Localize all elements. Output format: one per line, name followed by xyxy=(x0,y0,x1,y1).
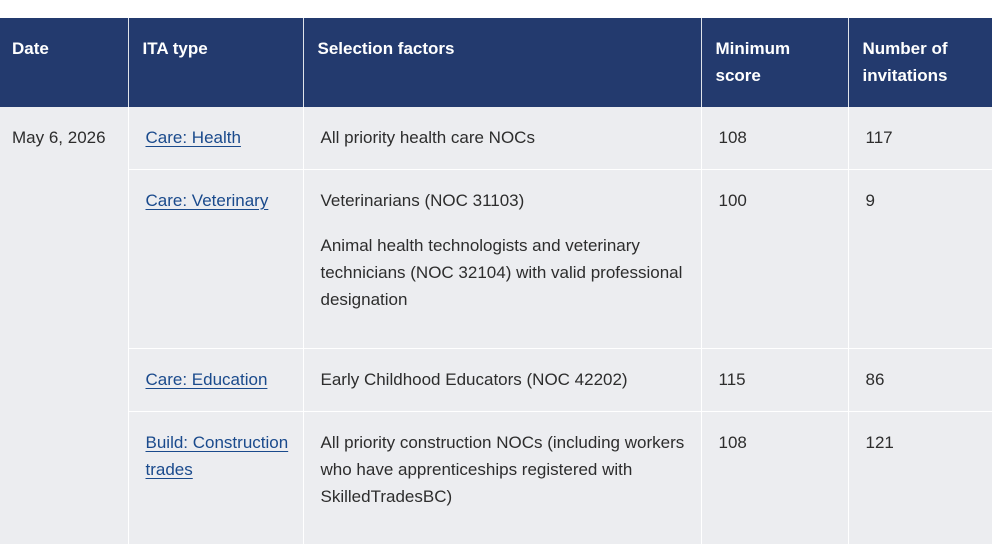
ita-type-cell: Care: Education xyxy=(128,348,304,412)
ita-type-cell: Build: Construction trades xyxy=(128,411,304,545)
selection-factors-cell: Veterinarians (NOC 31103) Animal health … xyxy=(303,169,702,349)
ita-type-cell: Care: Veterinary xyxy=(128,169,304,349)
header-ita-type: ITA type xyxy=(128,18,304,107)
invitations-cell: 121 xyxy=(848,411,992,545)
selection-factor: Animal health technologists and veterina… xyxy=(320,236,683,309)
invitations-cell: 117 xyxy=(848,107,992,170)
header-number-of-invitations: Number of invitations xyxy=(848,18,992,107)
table-body: May 6, 2026 Care: Health All priority he… xyxy=(0,107,992,545)
minimum-score-cell: 108 xyxy=(701,411,849,545)
ita-type-link-care-veterinary[interactable]: Care: Veterinary xyxy=(145,191,269,210)
table-row: Care: Education Early Childhood Educator… xyxy=(0,348,992,412)
ita-type-cell: Care: Health xyxy=(128,107,304,170)
header-selection-factors: Selection factors xyxy=(303,18,702,107)
ita-results-table: Date ITA type Selection factors Minimum … xyxy=(0,18,992,545)
ita-type-link-care-education[interactable]: Care: Education xyxy=(145,370,268,389)
selection-factor: Early Childhood Educators (NOC 42202) xyxy=(320,370,628,389)
table-row: Build: Construction trades All priority … xyxy=(0,411,992,545)
invitations-cell: 86 xyxy=(848,348,992,412)
selection-factors-cell: All priority construction NOCs (includin… xyxy=(303,411,702,545)
invitations-cell: 9 xyxy=(848,169,992,349)
minimum-score-cell: 100 xyxy=(701,169,849,349)
table-row: May 6, 2026 Care: Health All priority he… xyxy=(0,107,992,545)
header-row: Date ITA type Selection factors Minimum … xyxy=(0,18,992,107)
selection-factor: All priority health care NOCs xyxy=(320,128,535,147)
selection-factors-cell: All priority health care NOCs xyxy=(303,107,702,170)
selection-factors-cell: Early Childhood Educators (NOC 42202) xyxy=(303,348,702,412)
header-minimum-score: Minimum score xyxy=(701,18,849,107)
ita-type-link-build-construction-trades[interactable]: Build: Construction trades xyxy=(145,433,289,479)
selection-factor: All priority construction NOCs (includin… xyxy=(320,433,685,506)
ita-type-link-care-health[interactable]: Care: Health xyxy=(145,128,241,147)
minimum-score-cell: 108 xyxy=(701,107,849,170)
table-header: Date ITA type Selection factors Minimum … xyxy=(0,18,992,107)
table-row: Care: Veterinary Veterinarians (NOC 3110… xyxy=(0,169,992,349)
date-cell: May 6, 2026 xyxy=(0,107,129,545)
minimum-score-cell: 115 xyxy=(701,348,849,412)
header-date: Date xyxy=(0,18,129,107)
selection-factor: Veterinarians (NOC 31103) xyxy=(320,191,525,210)
